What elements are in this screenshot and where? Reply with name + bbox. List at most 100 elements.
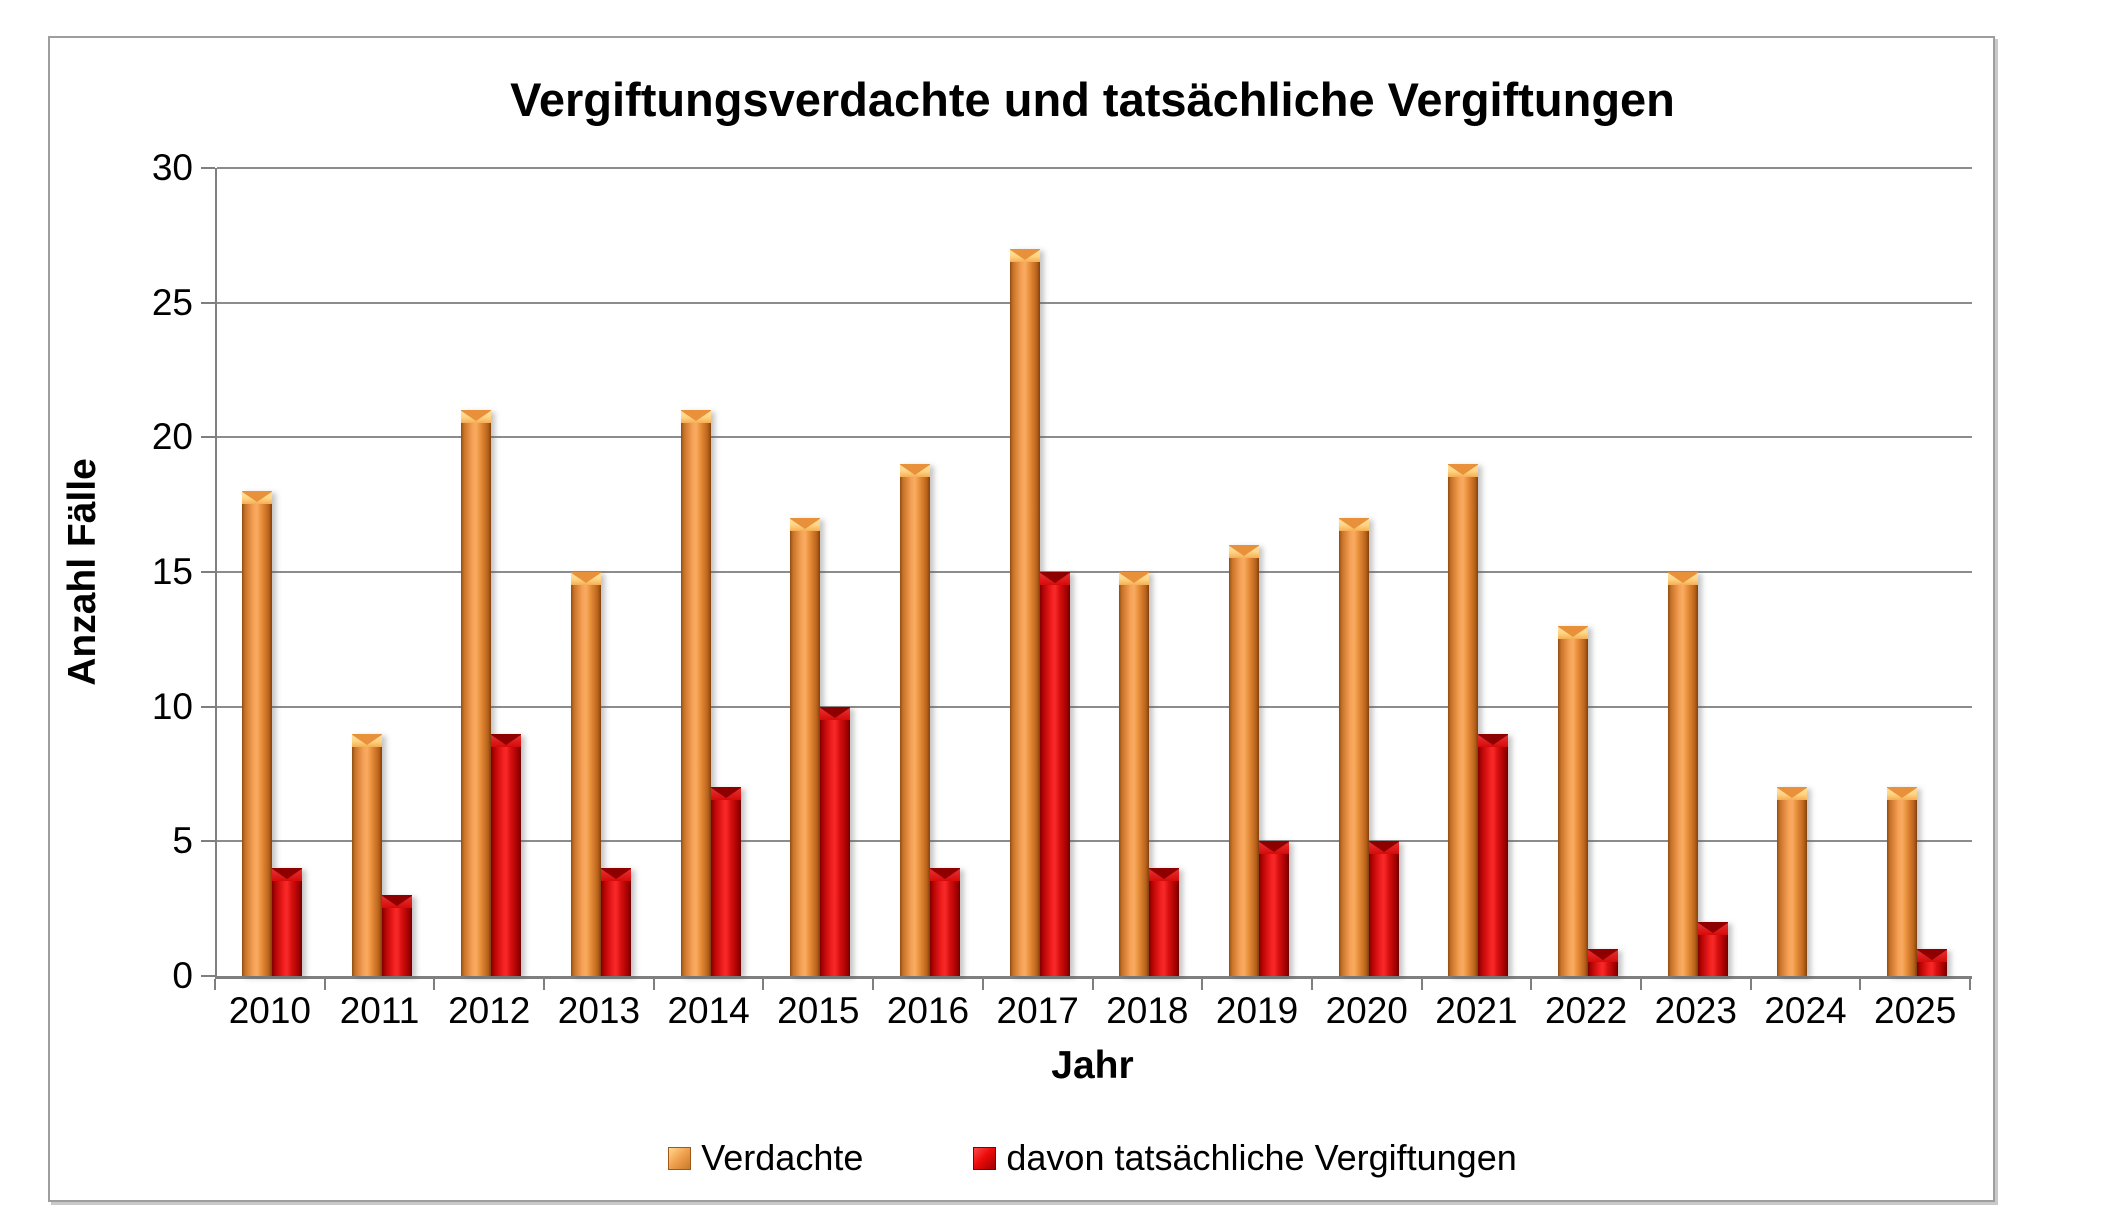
bar-vergiftungen-2012 xyxy=(491,733,522,976)
x-tick-4 xyxy=(652,979,655,990)
bar-top-bevel xyxy=(680,410,711,424)
bar-top-bevel xyxy=(1917,949,1948,963)
x-tick-7 xyxy=(981,979,984,990)
bar-vergiftungen-2023 xyxy=(1697,922,1728,976)
bar-vergiftungen-2019 xyxy=(1259,841,1290,976)
bevel-notch xyxy=(1368,841,1399,853)
bar-verdachte-2017 xyxy=(1009,248,1040,976)
x-tick-label-2014: 2014 xyxy=(667,990,750,1031)
bevel-notch xyxy=(710,787,741,799)
legend-swatch-red xyxy=(973,1146,997,1170)
bar-top-bevel xyxy=(790,518,821,532)
x-tick-11 xyxy=(1420,979,1423,990)
bevel-notch xyxy=(351,733,382,745)
x-tick-label-2010: 2010 xyxy=(228,990,311,1031)
bar-top-bevel xyxy=(710,787,741,801)
bar-vergiftungen-2015 xyxy=(820,706,851,976)
bar-top-bevel xyxy=(351,733,382,747)
y-tick-label-15: 15 xyxy=(151,551,193,592)
bevel-notch xyxy=(1338,518,1369,530)
y-tick-0 xyxy=(201,975,215,977)
bar-top-bevel xyxy=(899,464,930,478)
bar-verdachte-2014 xyxy=(680,410,711,976)
bevel-notch xyxy=(1149,868,1180,880)
bar-vergiftungen-2016 xyxy=(929,868,960,976)
x-tick-0 xyxy=(214,979,216,990)
bar-top-bevel xyxy=(1588,949,1619,963)
bar-vergiftungen-2010 xyxy=(271,868,302,976)
bar-top-bevel xyxy=(271,868,302,882)
legend-swatch-orange xyxy=(668,1146,692,1170)
bar-verdachte-2021 xyxy=(1448,464,1479,976)
gridline-15 xyxy=(217,571,1972,573)
gridline-20 xyxy=(217,436,1972,439)
legend-label: davon tatsächliche Vergiftungen xyxy=(1006,1137,1517,1178)
bevel-notch xyxy=(461,410,492,422)
x-tick-label-2022: 2022 xyxy=(1544,990,1628,1031)
legend-item-verdachte: Verdachte xyxy=(668,1138,863,1178)
x-tick-label-2016: 2016 xyxy=(886,990,970,1031)
bar-verdachte-2012 xyxy=(461,410,492,976)
bar-vergiftungen-2017 xyxy=(1039,572,1070,976)
legend-label: Verdachte xyxy=(701,1137,864,1178)
bar-verdachte-2010 xyxy=(241,491,272,976)
x-tick-label-2013: 2013 xyxy=(557,990,641,1031)
bar-top-bevel xyxy=(1887,787,1918,801)
bar-top-bevel xyxy=(600,868,631,882)
bar-vergiftungen-2013 xyxy=(600,868,631,976)
x-tick-label-2011: 2011 xyxy=(339,990,420,1031)
bevel-notch xyxy=(1448,464,1479,476)
x-tick-16 xyxy=(1969,979,1971,990)
x-axis-title: Jahr xyxy=(1051,1044,1134,1087)
x-tick-label-2025: 2025 xyxy=(1874,990,1957,1031)
x-tick-14 xyxy=(1749,979,1752,990)
bevel-notch xyxy=(1259,841,1290,853)
y-tick-10 xyxy=(201,705,215,708)
y-tick-5 xyxy=(201,840,215,843)
bar-top-bevel xyxy=(1039,572,1070,585)
bar-top-bevel xyxy=(1259,841,1290,855)
bar-top-bevel xyxy=(241,491,272,505)
gridline-10 xyxy=(217,705,1972,708)
y-tick-label-20: 20 xyxy=(151,416,193,458)
y-tick-label-25: 25 xyxy=(151,281,193,323)
bar-verdachte-2015 xyxy=(790,518,821,976)
bar-top-bevel xyxy=(461,410,492,424)
bevel-notch xyxy=(1667,572,1698,583)
bar-vergiftungen-2025 xyxy=(1917,949,1948,976)
bevel-notch xyxy=(1478,733,1509,745)
x-tick-label-2018: 2018 xyxy=(1106,990,1189,1031)
x-tick-8 xyxy=(1091,979,1094,990)
bevel-notch xyxy=(1777,787,1808,799)
bevel-notch xyxy=(570,572,601,583)
x-tick-label-2015: 2015 xyxy=(777,990,860,1031)
bar-top-bevel xyxy=(1478,733,1509,747)
y-tick-15 xyxy=(201,571,215,573)
bar-top-bevel xyxy=(1777,787,1808,801)
bar-verdachte-2023 xyxy=(1667,572,1698,976)
x-tick-10 xyxy=(1310,979,1313,990)
bevel-notch xyxy=(790,518,821,530)
bar-top-bevel xyxy=(1558,625,1589,639)
bevel-notch xyxy=(1697,922,1728,934)
bar-verdachte-2024 xyxy=(1777,787,1808,976)
gridline-5 xyxy=(217,840,1972,843)
bar-top-bevel xyxy=(1368,841,1399,855)
bar-top-bevel xyxy=(1667,572,1698,585)
bevel-notch xyxy=(820,706,851,718)
x-tick-label-2023: 2023 xyxy=(1654,990,1737,1031)
bevel-notch xyxy=(1119,572,1150,583)
bevel-notch xyxy=(680,410,711,422)
legend: Verdachte davon tatsächliche Vergiftungen xyxy=(215,1138,1970,1178)
bevel-notch xyxy=(1588,949,1619,961)
bar-verdachte-2025 xyxy=(1887,787,1918,976)
x-tick-6 xyxy=(872,979,875,990)
bevel-notch xyxy=(1887,787,1918,799)
x-tick-label-2019: 2019 xyxy=(1215,990,1299,1031)
bar-top-bevel xyxy=(1229,545,1260,559)
x-tick-5 xyxy=(762,979,765,990)
gridline-30 xyxy=(217,167,1972,169)
y-axis-title: Anzahl Fälle xyxy=(61,458,104,686)
bar-verdachte-2011 xyxy=(351,733,382,976)
bar-verdachte-2018 xyxy=(1119,572,1150,976)
